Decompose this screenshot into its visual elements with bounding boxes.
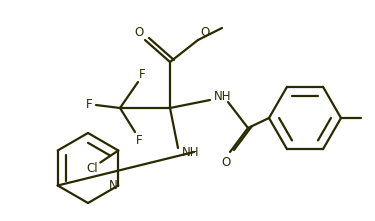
- Text: F: F: [136, 135, 142, 147]
- Text: NH: NH: [214, 90, 232, 103]
- Text: F: F: [86, 99, 92, 112]
- Text: NH: NH: [182, 145, 200, 158]
- Text: O: O: [134, 27, 144, 40]
- Text: N: N: [109, 179, 118, 192]
- Text: O: O: [200, 27, 210, 40]
- Text: F: F: [139, 67, 146, 80]
- Text: Cl: Cl: [87, 162, 98, 175]
- Text: O: O: [221, 156, 231, 168]
